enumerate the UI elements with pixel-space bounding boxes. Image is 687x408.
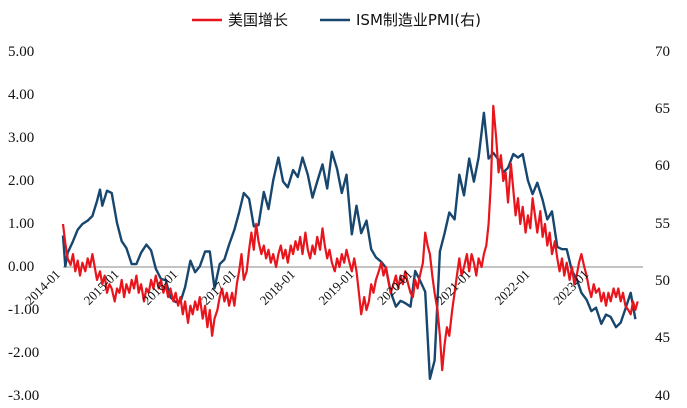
x-tick-label: 2019-01 xyxy=(315,267,356,308)
y-right-tick: 60 xyxy=(655,158,670,174)
y-left-tick: 4.00 xyxy=(8,87,34,103)
x-axis: 2014-01 2015-01 2016-01 2017-01 2018-01 2019-… xyxy=(22,267,592,308)
y-left-tick: 1.00 xyxy=(8,216,34,232)
y-left-tick: -1.00 xyxy=(8,302,39,318)
y-left-tick: -3.00 xyxy=(8,388,39,404)
legend-label-ism-pmi: ISM制造业PMI(右) xyxy=(356,11,481,29)
y-right-tick: 65 xyxy=(655,101,670,117)
y-left-tick: 0.00 xyxy=(8,259,34,275)
series-line-ism-pmi xyxy=(61,111,637,380)
y-left-tick: -2.00 xyxy=(8,345,39,361)
x-tick-label: 2018-01 xyxy=(257,267,298,308)
y-left-tick: 3.00 xyxy=(8,130,34,146)
x-tick-label: 2022-01 xyxy=(491,267,532,308)
legend: 美国增长 ISM制造业PMI(右) xyxy=(192,11,481,29)
y-left-tick: 5.00 xyxy=(8,44,34,60)
y-right-tick: 45 xyxy=(655,330,670,346)
y-right-tick: 50 xyxy=(655,273,670,289)
series-layer xyxy=(61,104,639,380)
legend-label-us-growth: 美国增长 xyxy=(228,11,288,29)
y-right-tick: 70 xyxy=(655,44,670,60)
series-line-us-growth xyxy=(61,104,639,372)
y-axis-left: 5.00 4.00 3.00 2.00 1.00 0.00 -1.00 -2.0… xyxy=(8,44,39,404)
y-right-tick: 40 xyxy=(655,388,670,404)
y-left-tick: 2.00 xyxy=(8,173,34,189)
y-axis-right: 70 65 60 55 50 45 40 xyxy=(655,44,670,404)
y-right-tick: 55 xyxy=(655,216,670,232)
